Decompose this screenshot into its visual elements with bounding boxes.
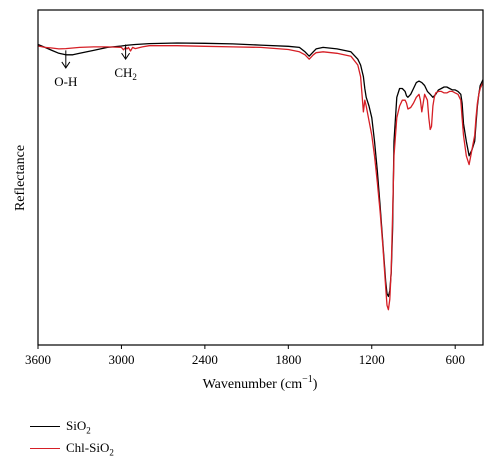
annotation-ch2: CH2 [114,44,137,82]
series-line-sio2 [38,42,483,298]
series-layer [38,42,483,311]
y-axis-label: Reflectance [13,145,28,211]
legend-label-sio2: SiO2 [66,418,91,436]
legend-item-sio2: SiO2 [30,418,91,436]
annotation-label: O-H [54,74,77,89]
x-tick-label: 1800 [275,352,301,367]
x-axis-label: Wavenumber (cm−1) [203,374,318,392]
arrow-down-icon [121,52,131,61]
legend-swatch-chl-sio2 [30,448,60,450]
arrow-down-icon [61,61,71,69]
x-tick-label: 600 [445,352,465,367]
legend-item-chl-sio2: Chl-SiO2 [30,440,114,458]
annotations: O-H CH2 [54,44,137,89]
x-tick-label: 3000 [108,352,134,367]
x-axis-ticks: 3600 3000 2400 1800 1200 600 [25,345,465,367]
series-line-chl-sio2 [38,45,483,311]
plot-frame [37,9,484,346]
x-tick-label: 1200 [359,352,385,367]
annotation-label: CH2 [114,65,137,82]
legend-label-chl-sio2: Chl-SiO2 [66,440,114,458]
x-tick-label: 2400 [192,352,218,367]
x-tick-label: 3600 [25,352,51,367]
legend-swatch-sio2 [30,426,60,428]
annotation-oh: O-H [54,50,77,89]
